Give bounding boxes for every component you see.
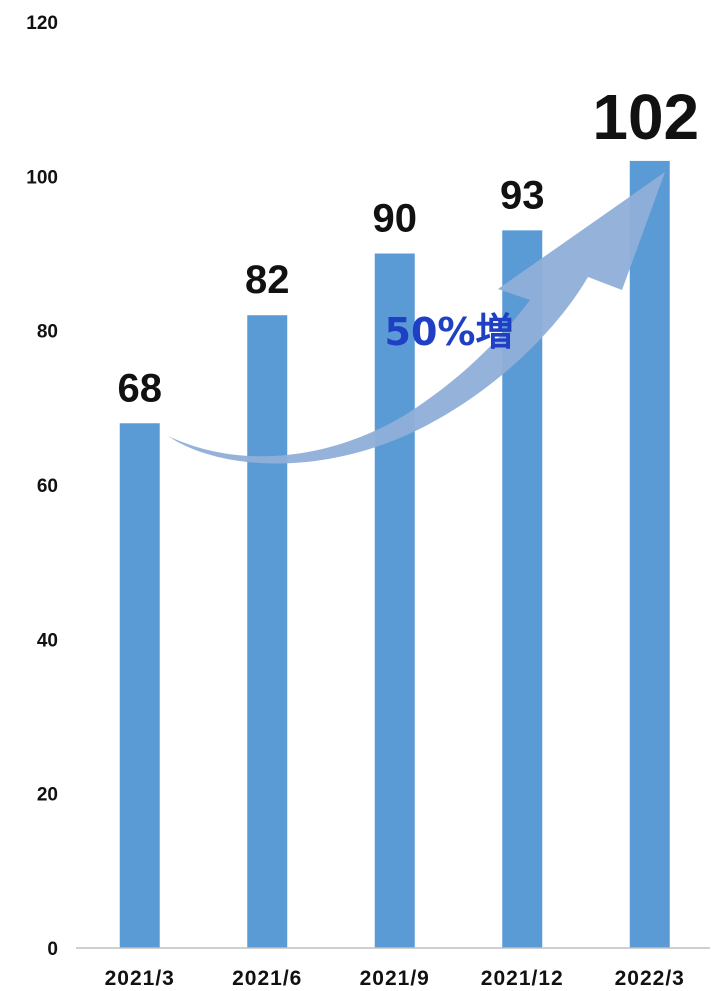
growth-annotation: 50%増: [385, 310, 514, 354]
y-tick-label: 120: [26, 13, 58, 34]
bar-2022-3: [629, 160, 670, 948]
data-label: 82: [245, 258, 290, 302]
data-labels: 68 82 90 93 102: [118, 81, 700, 410]
data-label: 68: [118, 366, 163, 410]
y-tick-label: 0: [47, 939, 58, 960]
bar-2021-6: [247, 315, 288, 948]
y-tick-label: 100: [26, 167, 58, 188]
x-tick-label: 2021/3: [105, 967, 175, 990]
y-axis: 0 20 40 60 80 100 120: [26, 13, 58, 960]
data-label: 90: [373, 197, 418, 241]
y-tick-label: 20: [37, 785, 58, 806]
y-tick-label: 40: [37, 630, 58, 651]
highlight-data-label: 102: [592, 81, 699, 153]
bar-2021-3: [119, 423, 160, 948]
x-tick-label: 2022/3: [615, 967, 685, 990]
x-tick-label: 2021/9: [360, 967, 430, 990]
x-tick-label: 2021/12: [481, 967, 564, 990]
bar-2021-9: [374, 253, 415, 948]
y-tick-label: 60: [37, 476, 58, 497]
growth-arrow: 50%増: [168, 172, 665, 464]
y-tick-label: 80: [37, 322, 58, 343]
data-label: 93: [500, 173, 545, 217]
x-axis: 2021/3 2021/6 2021/9 2021/12 2022/3: [105, 967, 685, 990]
bars: [119, 160, 670, 949]
x-tick-label: 2021/6: [232, 967, 302, 990]
